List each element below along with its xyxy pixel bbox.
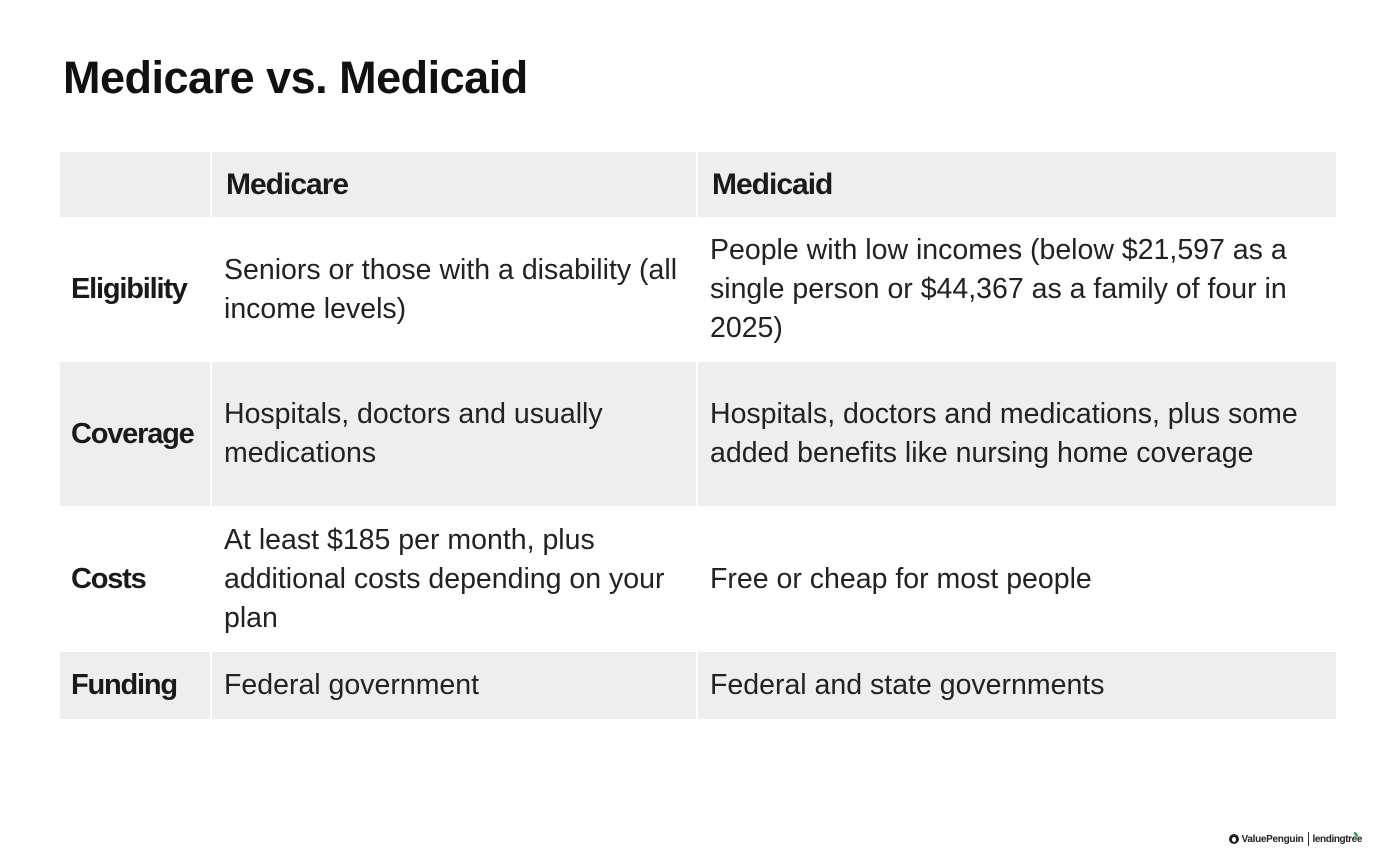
cell-eligibility-medicare: Seniors or those with a disability (all … bbox=[212, 217, 698, 362]
table-row-eligibility: Eligibility Seniors or those with a disa… bbox=[60, 217, 1336, 362]
header-empty-cell bbox=[60, 152, 212, 217]
lendingtree-wordmark: lendingtree bbox=[1312, 833, 1363, 845]
header-medicare: Medicare bbox=[212, 152, 698, 217]
page-title: Medicare vs. Medicaid bbox=[63, 52, 528, 103]
cell-funding-medicaid: Federal and state governments bbox=[698, 652, 1336, 719]
row-label-costs: Costs bbox=[60, 506, 212, 652]
cell-costs-medicare: At least $185 per month, plus additional… bbox=[212, 506, 698, 652]
cell-coverage-medicaid: Hospitals, doctors and medications, plus… bbox=[698, 362, 1336, 506]
table-row-coverage: Coverage Hospitals, doctors and usually … bbox=[60, 362, 1336, 506]
cell-costs-medicaid: Free or cheap for most people bbox=[698, 506, 1336, 652]
brand-logo: ValuePenguin lendingtree bbox=[1228, 832, 1362, 846]
row-label-eligibility: Eligibility bbox=[60, 217, 212, 362]
row-label-funding: Funding bbox=[60, 652, 212, 719]
penguin-icon bbox=[1228, 834, 1239, 844]
row-label-coverage: Coverage bbox=[60, 362, 212, 506]
valuepenguin-wordmark: ValuePenguin bbox=[1241, 833, 1304, 845]
logo-divider bbox=[1307, 832, 1309, 846]
cell-funding-medicare: Federal government bbox=[212, 652, 698, 719]
cell-eligibility-medicaid: People with low incomes (below $21,597 a… bbox=[698, 217, 1336, 362]
table-header-row: Medicare Medicaid bbox=[60, 152, 1336, 217]
cell-coverage-medicare: Hospitals, doctors and usually medicatio… bbox=[212, 362, 698, 506]
leaf-icon bbox=[1354, 832, 1358, 837]
table-row-funding: Funding Federal government Federal and s… bbox=[60, 652, 1336, 719]
table-row-costs: Costs At least $185 per month, plus addi… bbox=[60, 506, 1336, 652]
header-medicaid: Medicaid bbox=[698, 152, 1336, 217]
comparison-table: Medicare Medicaid Eligibility Seniors or… bbox=[60, 152, 1336, 719]
